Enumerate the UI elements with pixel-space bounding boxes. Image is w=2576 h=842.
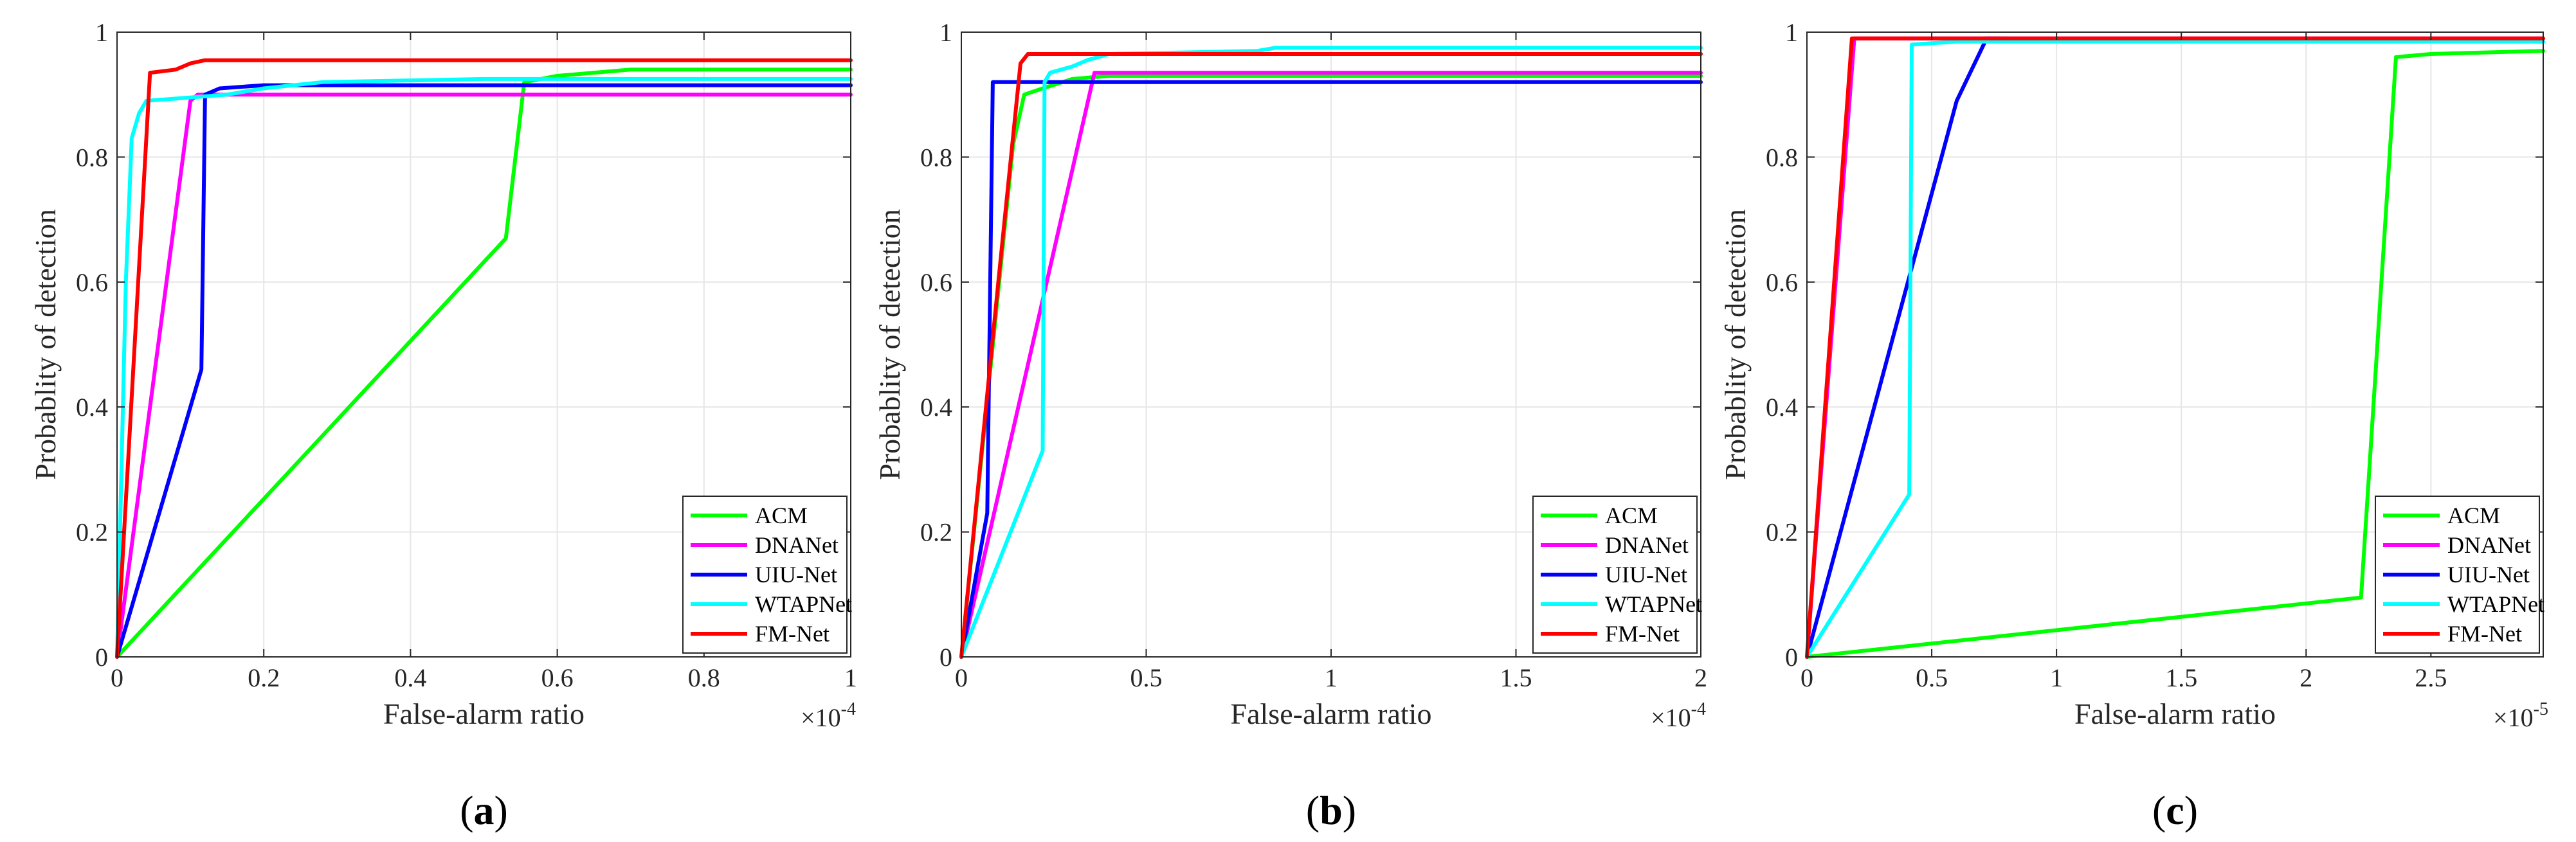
x-axis-label: False-alarm ratio: [2074, 697, 2276, 730]
y-tick-label: 0: [939, 643, 952, 672]
legend: ACM DNANet UIU-Net WTAPNet FM-Net: [682, 496, 852, 654]
x-tick-label: 0.5: [1130, 663, 1163, 692]
series-line-fm-net: [959, 52, 1703, 659]
series-line-fm-net: [115, 58, 853, 659]
y-tick-label: 0.4: [920, 393, 952, 422]
y-tick-label: 1: [95, 18, 108, 47]
x-tick-label: 0.6: [541, 663, 574, 692]
subplot-caption: (c): [2152, 787, 2198, 833]
legend-label-wtapnet: WTAPNet: [755, 591, 852, 617]
legend: ACM DNANet UIU-Net WTAPNet FM-Net: [1532, 496, 1702, 654]
series-line-acm: [1805, 49, 2545, 659]
subplot-b: 0 0.5 1 1.5 2 0 0.2 0.4 0.6 0.8 1 ×10-4 False-alarm …: [873, 18, 1707, 833]
series-line-fm-net: [1805, 36, 2545, 659]
subplot-caption: (b): [1306, 787, 1356, 833]
y-tick-label: 0.2: [1766, 518, 1798, 547]
axes-box: [1806, 31, 2544, 658]
y-tick-label: 0.6: [1766, 268, 1798, 297]
x-tick-label: 0.2: [248, 663, 280, 692]
x-axis-label: False-alarm ratio: [1231, 697, 1432, 730]
x-tick-label: 1: [844, 663, 857, 692]
y-tick-label: 0.8: [1766, 143, 1798, 172]
x-tick-label: 1.5: [1500, 663, 1532, 692]
subplot-a: 0 0.2 0.4 0.6 0.8 1 0 0.2 0.4 0.6 0.8 1 ×10-4 False-a…: [29, 18, 857, 833]
series-line-uiu-net: [115, 83, 853, 659]
x-axis-multiplier: ×10-5: [2493, 699, 2548, 732]
y-tick-label: 0.4: [1766, 393, 1798, 422]
legend-label-acm: ACM: [2447, 503, 2500, 528]
legend-label-fm-net: FM-Net: [2447, 621, 2522, 647]
x-tick-label: 1: [2050, 663, 2063, 692]
axes-box: [116, 31, 851, 658]
legend-label-dnanet: DNANet: [2447, 532, 2531, 558]
legend-label-acm: ACM: [755, 503, 808, 528]
y-tick-label: 1: [939, 18, 952, 47]
legend-label-dnanet: DNANet: [755, 532, 839, 558]
x-tick-label: 2: [1694, 663, 1707, 692]
y-tick-label: 0.4: [76, 393, 108, 422]
y-axis-label: Probablity of detection: [1719, 209, 1752, 480]
y-tick-label: 1: [1785, 18, 1798, 47]
series-line-wtapnet: [115, 76, 853, 659]
legend-label-fm-net: FM-Net: [1605, 621, 1680, 647]
x-tick-label: 0: [955, 663, 968, 692]
x-tick-label: 0.5: [1916, 663, 1948, 692]
x-axis-label: False-alarm ratio: [383, 697, 585, 730]
x-tick-label: 0: [1800, 663, 1813, 692]
series-line-dnanet: [959, 71, 1703, 659]
legend-label-wtapnet: WTAPNet: [2447, 591, 2544, 617]
y-tick-label: 0: [95, 643, 108, 672]
y-tick-label: 0.6: [76, 268, 108, 297]
y-tick-label: 0.2: [920, 518, 952, 547]
legend-label-acm: ACM: [1605, 503, 1658, 528]
x-tick-label: 0.8: [688, 663, 720, 692]
legend-label-uiu-net: UIU-Net: [2447, 562, 2530, 587]
legend-label-uiu-net: UIU-Net: [755, 562, 837, 587]
subplot-caption: (a): [460, 787, 508, 833]
x-tick-label: 1.5: [2165, 663, 2197, 692]
series-line-wtapnet: [959, 46, 1703, 659]
y-tick-label: 0.2: [76, 518, 108, 547]
x-tick-label: 2.5: [2415, 663, 2447, 692]
y-tick-label: 0.8: [920, 143, 952, 172]
y-tick-label: 0.6: [920, 268, 952, 297]
x-tick-label: 0.4: [394, 663, 426, 692]
y-tick-label: 0.8: [76, 143, 108, 172]
y-axis-label: Probablity of detection: [873, 209, 906, 480]
legend: ACM DNANet UIU-Net WTAPNet FM-Net: [2375, 496, 2544, 654]
series-line-uiu-net: [959, 80, 1703, 659]
x-tick-label: 0: [111, 663, 123, 692]
legend-label-wtapnet: WTAPNet: [1605, 591, 1702, 617]
legend-label-dnanet: DNANet: [1605, 532, 1689, 558]
x-tick-label: 2: [2299, 663, 2312, 692]
x-axis-multiplier: ×10-4: [1651, 699, 1706, 732]
legend-label-fm-net: FM-Net: [755, 621, 830, 647]
y-axis-label: Probablity of detection: [29, 209, 62, 480]
legend-label-uiu-net: UIU-Net: [1605, 562, 1687, 587]
subplot-c: 0 0.5 1 1.5 2 2.5 0 0.2 0.4 0.6 0.8 1 ×10-5 False-ala…: [1719, 18, 2548, 833]
y-tick-label: 0: [1785, 643, 1798, 672]
series-line-wtapnet: [1805, 39, 2545, 659]
x-axis-multiplier: ×10-4: [801, 699, 856, 732]
x-tick-label: 1: [1325, 663, 1338, 692]
